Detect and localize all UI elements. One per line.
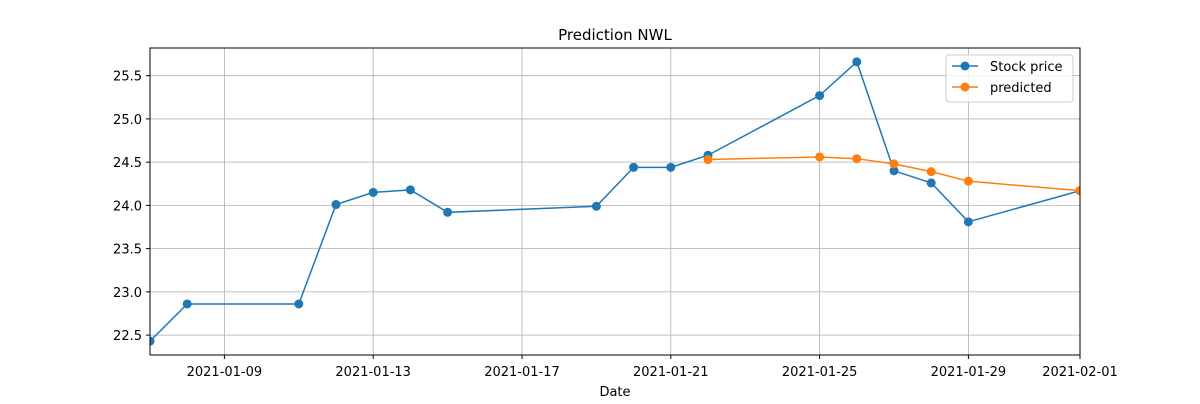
- axis-ticks: 2021-01-09 2021-01-13 2021-01-17 2021-01-21…: [113, 70, 1118, 380]
- y-tick-label-23-5: 23.5: [113, 243, 142, 258]
- data-point-stock-price-2021-01-26: [852, 57, 862, 67]
- x-tick-label-2021-01-17: 2021-01-17: [484, 365, 560, 380]
- y-tick-label-25-5: 25.5: [113, 70, 142, 85]
- data-point-stock-price-2021-01-07: [150, 336, 155, 346]
- data-point-predicted-2021-02-01: [1075, 186, 1080, 196]
- data-point-stock-price-2021-01-29: [963, 217, 973, 227]
- series-layer: [150, 57, 1080, 346]
- data-point-stock-price-2021-01-25: [815, 91, 825, 101]
- data-point-predicted-2021-01-29: [963, 176, 973, 186]
- x-axis-label: Date: [599, 385, 630, 400]
- x-tick-label-2021-01-21: 2021-01-21: [633, 365, 709, 380]
- y-tick-label-25-0: 25.0: [113, 113, 142, 128]
- y-tick-label-22-5: 22.5: [113, 329, 142, 344]
- legend-marker-stock-price: [960, 61, 970, 71]
- y-tick-label-23-0: 23.0: [113, 286, 142, 301]
- data-point-stock-price-2021-01-19: [591, 201, 601, 211]
- legend-marker-predicted: [960, 82, 970, 92]
- data-point-stock-price-2021-01-27: [889, 166, 899, 176]
- series-line-stock-price: [150, 60, 1080, 342]
- x-tick-label-2021-01-25: 2021-01-25: [782, 365, 858, 380]
- plot-frame: [149, 47, 1081, 356]
- data-point-stock-price-2021-01-28: [926, 178, 936, 188]
- x-tick-label-2021-01-09: 2021-01-09: [187, 365, 263, 380]
- data-point-stock-price-2021-01-08: [182, 299, 192, 309]
- legend-label-predicted: predicted: [990, 81, 1052, 96]
- y-tick-label-24-5: 24.5: [113, 156, 142, 171]
- data-point-predicted-2021-01-28: [926, 167, 936, 177]
- legend-label-stock-price: Stock price: [990, 60, 1062, 75]
- data-point-stock-price-2021-01-14: [405, 185, 415, 195]
- legend: Stock price predicted: [945, 54, 1074, 103]
- data-point-stock-price-2021-01-21: [666, 162, 676, 172]
- chart-title: Prediction NWL: [558, 26, 672, 44]
- data-point-stock-price-2021-01-13: [368, 187, 378, 197]
- data-point-predicted-2021-01-22: [703, 155, 713, 165]
- data-point-stock-price-2021-01-20: [629, 162, 639, 172]
- y-tick-label-24-0: 24.0: [113, 199, 142, 214]
- series-predicted: [703, 152, 1080, 196]
- data-point-stock-price-2021-01-15: [443, 207, 453, 217]
- grid-lines: [150, 48, 1081, 355]
- x-tick-label-2021-01-29: 2021-01-29: [931, 365, 1007, 380]
- series-stock-price: [150, 57, 1080, 346]
- x-tick-label-2021-02-01: 2021-02-01: [1042, 365, 1118, 380]
- data-point-predicted-2021-01-26: [852, 154, 862, 164]
- data-point-stock-price-2021-01-12: [331, 200, 341, 210]
- data-point-predicted-2021-01-25: [815, 152, 825, 162]
- x-tick-label-2021-01-13: 2021-01-13: [335, 365, 411, 380]
- data-point-predicted-2021-01-27: [889, 159, 899, 169]
- data-point-stock-price-2021-01-11: [294, 299, 304, 309]
